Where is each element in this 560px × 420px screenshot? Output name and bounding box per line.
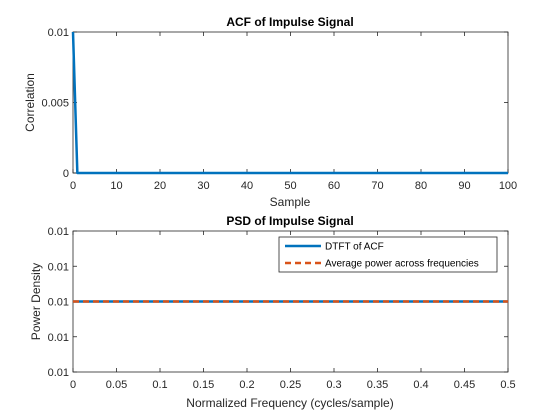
acf-x-axis-label: Sample — [270, 195, 311, 209]
acf-series-line-0 — [71, 31, 508, 175]
acf-x-tick-label: 90 — [458, 180, 470, 192]
psd-x-tick-label: 0.4 — [413, 379, 428, 391]
acf-y-axis-label: Correlation — [23, 73, 37, 132]
acf-chart: ACF of Impulse Signal 0 10 20 30 40 50 60 70 80 9… — [23, 15, 517, 209]
acf-series-group — [71, 31, 508, 175]
acf-x-tick-label: 40 — [241, 180, 253, 192]
acf-y-tick-label: 0.005 — [41, 98, 69, 110]
psd-x-tick-label: 0.35 — [367, 379, 388, 391]
psd-x-tick-label: 0 — [70, 379, 76, 391]
acf-x-ticks: 0 10 20 30 40 50 60 70 80 90 100 — [70, 32, 517, 192]
psd-x-tick-label: 0.25 — [280, 379, 301, 391]
psd-chart-title: PSD of Impulse Signal — [226, 214, 353, 228]
acf-plot-area — [72, 31, 509, 174]
psd-y-tick-label: 0.01 — [48, 332, 69, 344]
psd-y-tick-label: 0.01 — [48, 297, 69, 309]
acf-x-tick-label: 80 — [415, 180, 427, 192]
psd-chart: PSD of Impulse Signal 0 0.05 0.1 0.15 0.2 0.2… — [29, 214, 516, 410]
psd-x-tick-label: 0.05 — [106, 379, 127, 391]
psd-x-ticks: 0 0.05 0.1 0.15 0.2 0.25 0.3 0.35 0.4 0.45 0.5 — [70, 231, 516, 391]
legend-label-average-power: Average power across frequencies — [325, 259, 479, 270]
psd-x-tick-label: 0.45 — [454, 379, 475, 391]
acf-x-tick-label: 50 — [284, 180, 296, 192]
legend-box — [278, 236, 498, 273]
acf-x-tick-label: 0 — [70, 180, 76, 192]
psd-y-tick-label: 0.01 — [48, 261, 69, 273]
psd-y-ticks: 0.01 0.01 0.01 0.01 0.01 — [48, 226, 508, 379]
acf-x-tick-label: 100 — [499, 180, 517, 192]
legend-label-dtft: DTFT of ACF — [325, 242, 384, 253]
acf-x-tick-label: 70 — [371, 180, 383, 192]
psd-x-tick-label: 0.15 — [193, 379, 214, 391]
acf-y-tick-label: 0 — [63, 168, 69, 180]
psd-x-tick-label: 0.1 — [152, 379, 167, 391]
psd-x-tick-label: 0.2 — [239, 379, 254, 391]
acf-y-ticks: 0 0.005 0.01 — [41, 27, 508, 180]
psd-legend: DTFT of ACF Average power across frequen… — [278, 236, 498, 273]
psd-x-tick-label: 0.5 — [500, 379, 515, 391]
psd-y-tick-label: 0.01 — [48, 367, 69, 379]
acf-x-tick-label: 30 — [197, 180, 209, 192]
acf-y-tick-label: 0.01 — [48, 27, 69, 39]
acf-chart-title: ACF of Impulse Signal — [226, 15, 353, 29]
psd-y-tick-label: 0.01 — [48, 226, 69, 238]
psd-x-axis-label: Normalized Frequency (cycles/sample) — [186, 396, 393, 410]
acf-x-tick-label: 10 — [110, 180, 122, 192]
acf-x-tick-label: 60 — [328, 180, 340, 192]
psd-y-axis-label: Power Density — [29, 263, 43, 340]
psd-x-tick-label: 0.3 — [326, 379, 341, 391]
acf-x-tick-label: 20 — [154, 180, 166, 192]
